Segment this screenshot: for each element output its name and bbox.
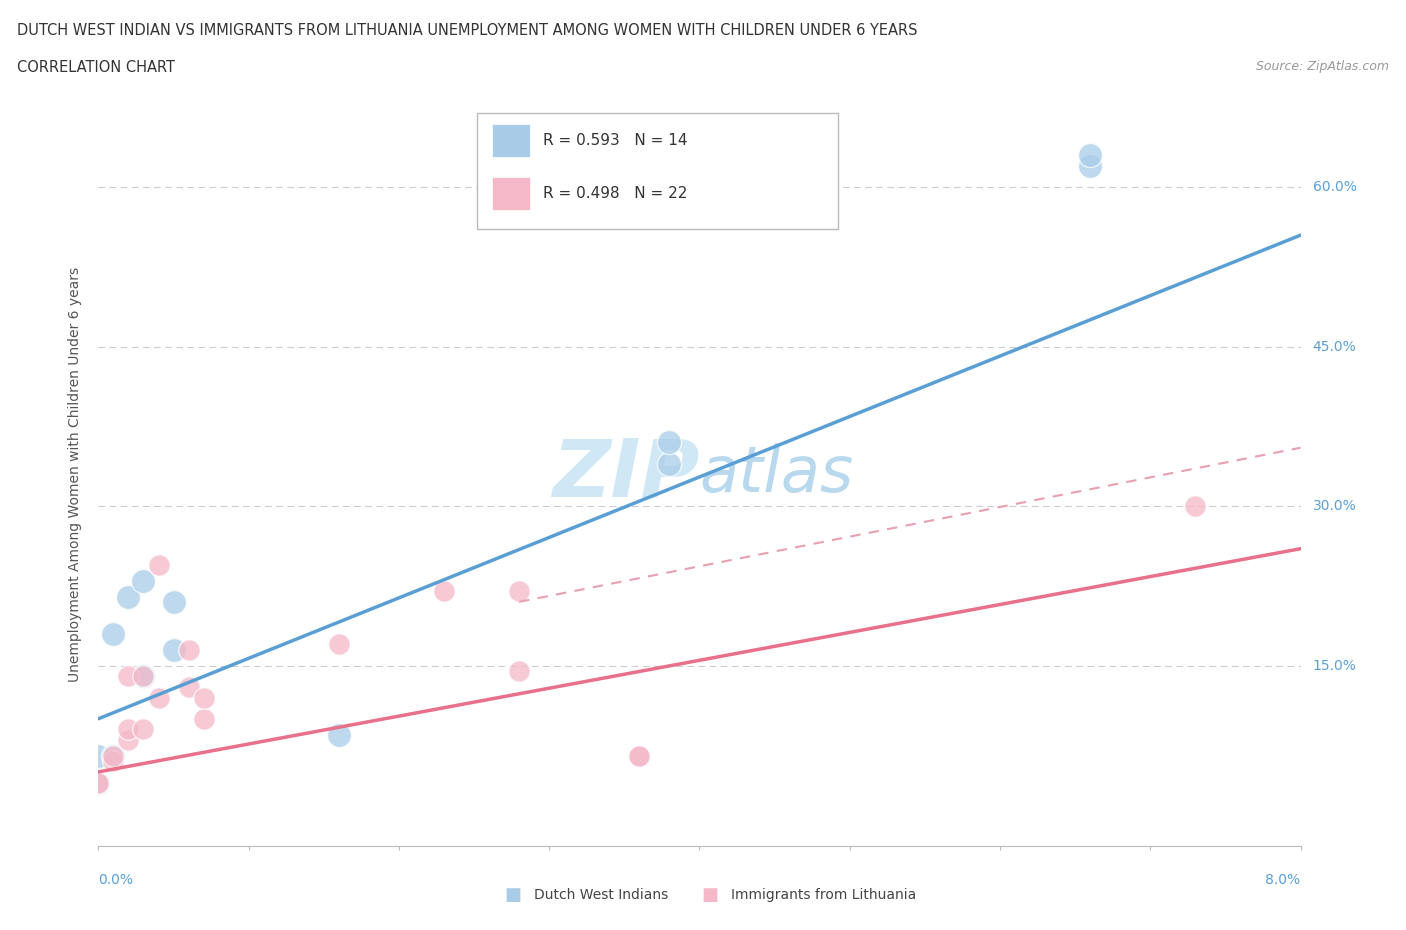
Point bbox=[103, 626, 125, 641]
Text: ■: ■ bbox=[702, 885, 718, 904]
Point bbox=[1078, 148, 1101, 163]
Point bbox=[103, 749, 125, 764]
Point bbox=[132, 573, 155, 588]
Point bbox=[508, 584, 530, 599]
Point bbox=[162, 643, 184, 658]
Point bbox=[117, 733, 139, 748]
Text: R = 0.593   N = 14: R = 0.593 N = 14 bbox=[543, 133, 688, 148]
Point bbox=[148, 557, 170, 572]
Point bbox=[1078, 159, 1101, 174]
Point bbox=[328, 727, 350, 742]
Point bbox=[658, 435, 681, 450]
Point bbox=[87, 749, 110, 764]
Point bbox=[1184, 498, 1206, 513]
Text: 8.0%: 8.0% bbox=[1265, 873, 1301, 887]
Text: Immigrants from Lithuania: Immigrants from Lithuania bbox=[731, 887, 917, 902]
Point bbox=[658, 457, 681, 472]
Text: 15.0%: 15.0% bbox=[1313, 658, 1357, 672]
Point bbox=[328, 637, 350, 652]
Text: atlas: atlas bbox=[699, 444, 853, 505]
Text: ZIP: ZIP bbox=[553, 435, 699, 513]
Point bbox=[177, 643, 200, 658]
Point bbox=[177, 680, 200, 695]
Point bbox=[132, 722, 155, 737]
Point bbox=[87, 775, 110, 790]
Text: R = 0.498   N = 22: R = 0.498 N = 22 bbox=[543, 186, 688, 201]
Text: 60.0%: 60.0% bbox=[1313, 180, 1357, 194]
Point bbox=[117, 669, 139, 684]
Point bbox=[433, 584, 456, 599]
Text: DUTCH WEST INDIAN VS IMMIGRANTS FROM LITHUANIA UNEMPLOYMENT AMONG WOMEN WITH CHI: DUTCH WEST INDIAN VS IMMIGRANTS FROM LIT… bbox=[17, 23, 917, 38]
Point bbox=[148, 690, 170, 705]
Point bbox=[193, 690, 215, 705]
Point bbox=[87, 775, 110, 790]
Text: 0.0%: 0.0% bbox=[98, 873, 134, 887]
Point bbox=[103, 749, 125, 764]
FancyBboxPatch shape bbox=[477, 113, 838, 229]
Y-axis label: Unemployment Among Women with Children Under 6 years: Unemployment Among Women with Children U… bbox=[69, 267, 83, 682]
Bar bbox=[492, 124, 530, 156]
Point bbox=[162, 594, 184, 609]
Text: 30.0%: 30.0% bbox=[1313, 499, 1357, 513]
Point bbox=[117, 722, 139, 737]
Point bbox=[508, 663, 530, 678]
Point bbox=[117, 589, 139, 604]
Point bbox=[103, 754, 125, 769]
Point bbox=[628, 749, 651, 764]
Point bbox=[193, 711, 215, 726]
Text: Dutch West Indians: Dutch West Indians bbox=[534, 887, 668, 902]
Point bbox=[87, 775, 110, 790]
Text: ■: ■ bbox=[505, 885, 522, 904]
Point bbox=[132, 669, 155, 684]
Text: CORRELATION CHART: CORRELATION CHART bbox=[17, 60, 174, 75]
Text: Source: ZipAtlas.com: Source: ZipAtlas.com bbox=[1256, 60, 1389, 73]
Text: 45.0%: 45.0% bbox=[1313, 339, 1357, 353]
Point bbox=[132, 669, 155, 684]
Point bbox=[628, 749, 651, 764]
Bar bbox=[492, 178, 530, 210]
